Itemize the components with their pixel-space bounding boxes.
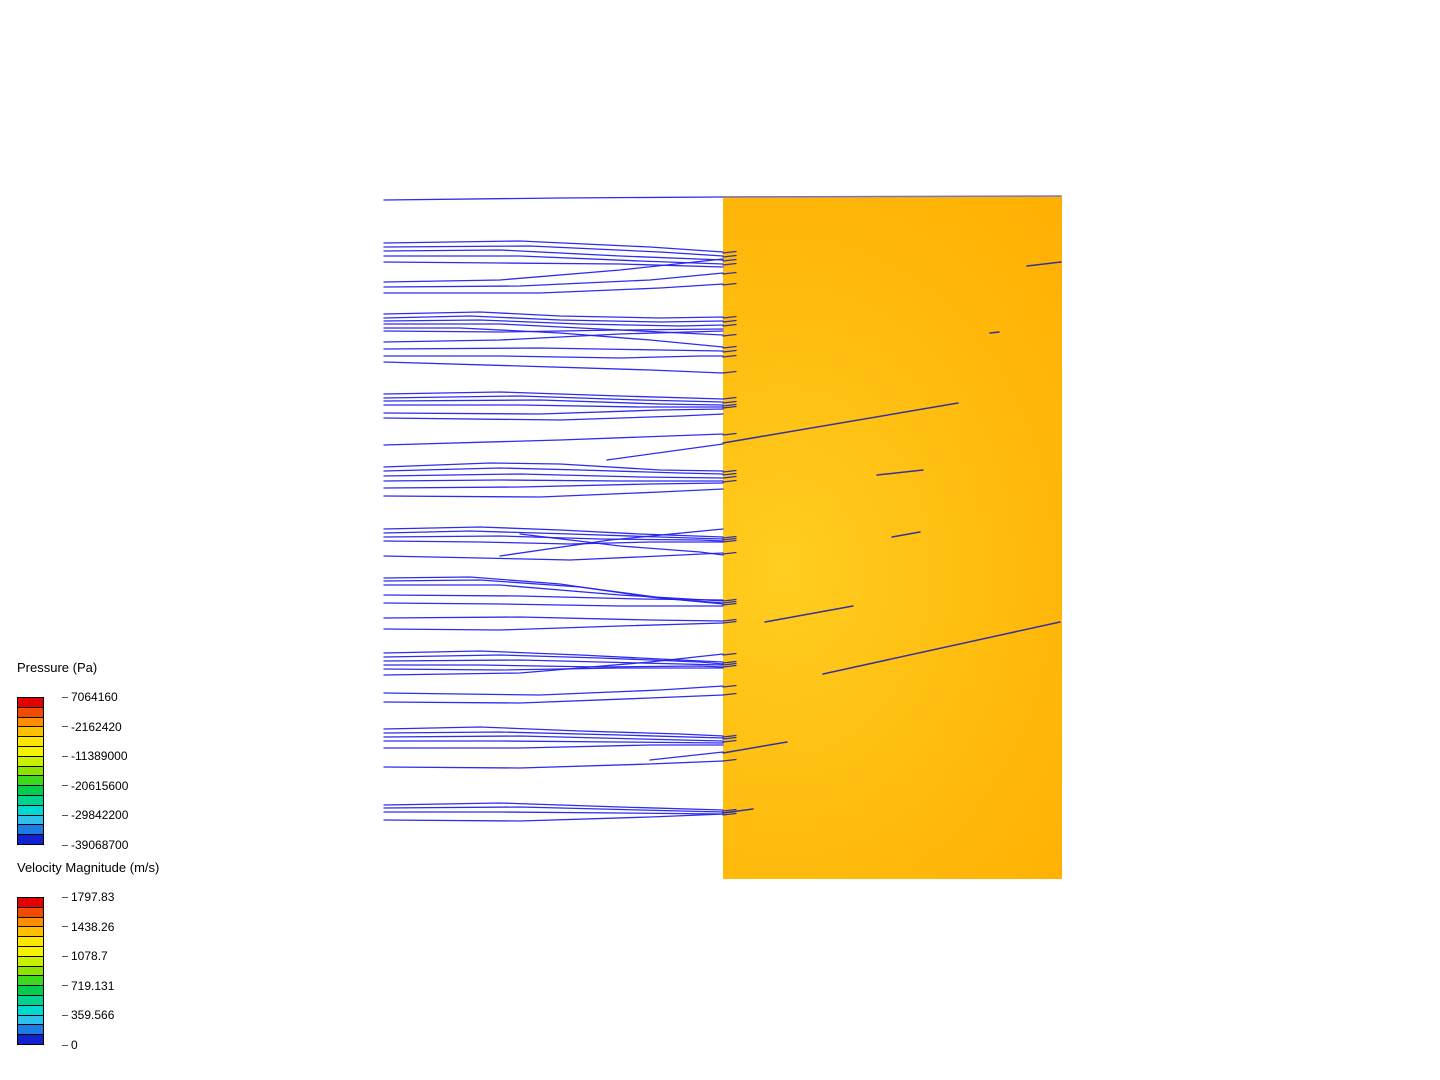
legend-tick bbox=[62, 844, 68, 846]
legend-label: -2162420 bbox=[71, 719, 122, 734]
legend-label: 7064160 bbox=[71, 690, 118, 704]
colorbar-cell bbox=[18, 1025, 43, 1036]
colorbar-cell bbox=[18, 795, 43, 806]
legend-tick bbox=[62, 814, 68, 816]
colorbar-cell bbox=[18, 737, 43, 747]
colorbar-cell bbox=[18, 946, 43, 957]
legend-tick bbox=[62, 785, 68, 787]
legend-tick bbox=[62, 896, 68, 898]
colorbar-cell bbox=[18, 776, 43, 787]
colorbar-cell bbox=[18, 898, 43, 908]
legend-tick bbox=[62, 926, 68, 928]
legend-tick bbox=[62, 1044, 68, 1046]
colorbar-cell bbox=[18, 907, 43, 918]
legend-tick bbox=[62, 1014, 68, 1016]
colorbar-cell bbox=[18, 835, 43, 844]
velocity-legend: Velocity Magnitude (m/s) 1797.83 1438.26 1… bbox=[17, 860, 217, 1060]
colorbar-cell bbox=[18, 727, 43, 738]
colorbar-cell bbox=[18, 756, 43, 767]
colorbar-cell bbox=[18, 825, 43, 836]
legend-label: 0 bbox=[71, 1038, 78, 1052]
colorbar-cell bbox=[18, 976, 43, 987]
colorbar-cell bbox=[18, 995, 43, 1006]
legend-label: 719.131 bbox=[71, 978, 115, 993]
colorbar-cell bbox=[18, 766, 43, 777]
colorbar-cell bbox=[18, 986, 43, 996]
colorbar-cell bbox=[18, 937, 43, 947]
colorbar-cell bbox=[18, 917, 43, 928]
colorbar-cell bbox=[18, 927, 43, 938]
colorbar-cell bbox=[18, 707, 43, 718]
legend-tick bbox=[62, 955, 68, 957]
colorbar-cell bbox=[18, 956, 43, 967]
legend-label: 1078.7 bbox=[71, 949, 108, 964]
colorbar-cell bbox=[18, 1005, 43, 1016]
colorbar-cell bbox=[18, 717, 43, 728]
colorbar-cell bbox=[18, 698, 43, 708]
colorbar-cell bbox=[18, 1035, 43, 1044]
legend-tick bbox=[62, 726, 68, 728]
pressure-colorbar bbox=[17, 697, 44, 845]
colorbar-cell bbox=[18, 815, 43, 826]
velocity-legend-title: Velocity Magnitude (m/s) bbox=[17, 860, 160, 875]
legend-label: -39068700 bbox=[71, 838, 129, 852]
colorbar-cell bbox=[18, 786, 43, 796]
velocity-colorbar bbox=[17, 897, 44, 1045]
pressure-legend: Pressure (Pa) 7064160 -2162420 -11389000 -2… bbox=[17, 660, 217, 860]
legend-label: 1438.26 bbox=[71, 919, 115, 934]
colorbar-cell bbox=[18, 1015, 43, 1026]
pressure-surface bbox=[723, 196, 1062, 879]
legend-tick bbox=[62, 985, 68, 987]
legend-tick bbox=[62, 696, 68, 698]
legend-label: 1797.83 bbox=[71, 890, 115, 904]
colorbar-cell bbox=[18, 805, 43, 816]
legend-label: 359.566 bbox=[71, 1008, 115, 1023]
legend-label: -11389000 bbox=[71, 749, 128, 764]
colorbar-cell bbox=[18, 746, 43, 757]
legend-tick bbox=[62, 755, 68, 757]
pressure-legend-title: Pressure (Pa) bbox=[17, 660, 98, 675]
colorbar-cell bbox=[18, 966, 43, 977]
legend-label: -20615600 bbox=[71, 778, 129, 793]
legend-label: -29842200 bbox=[71, 808, 129, 823]
